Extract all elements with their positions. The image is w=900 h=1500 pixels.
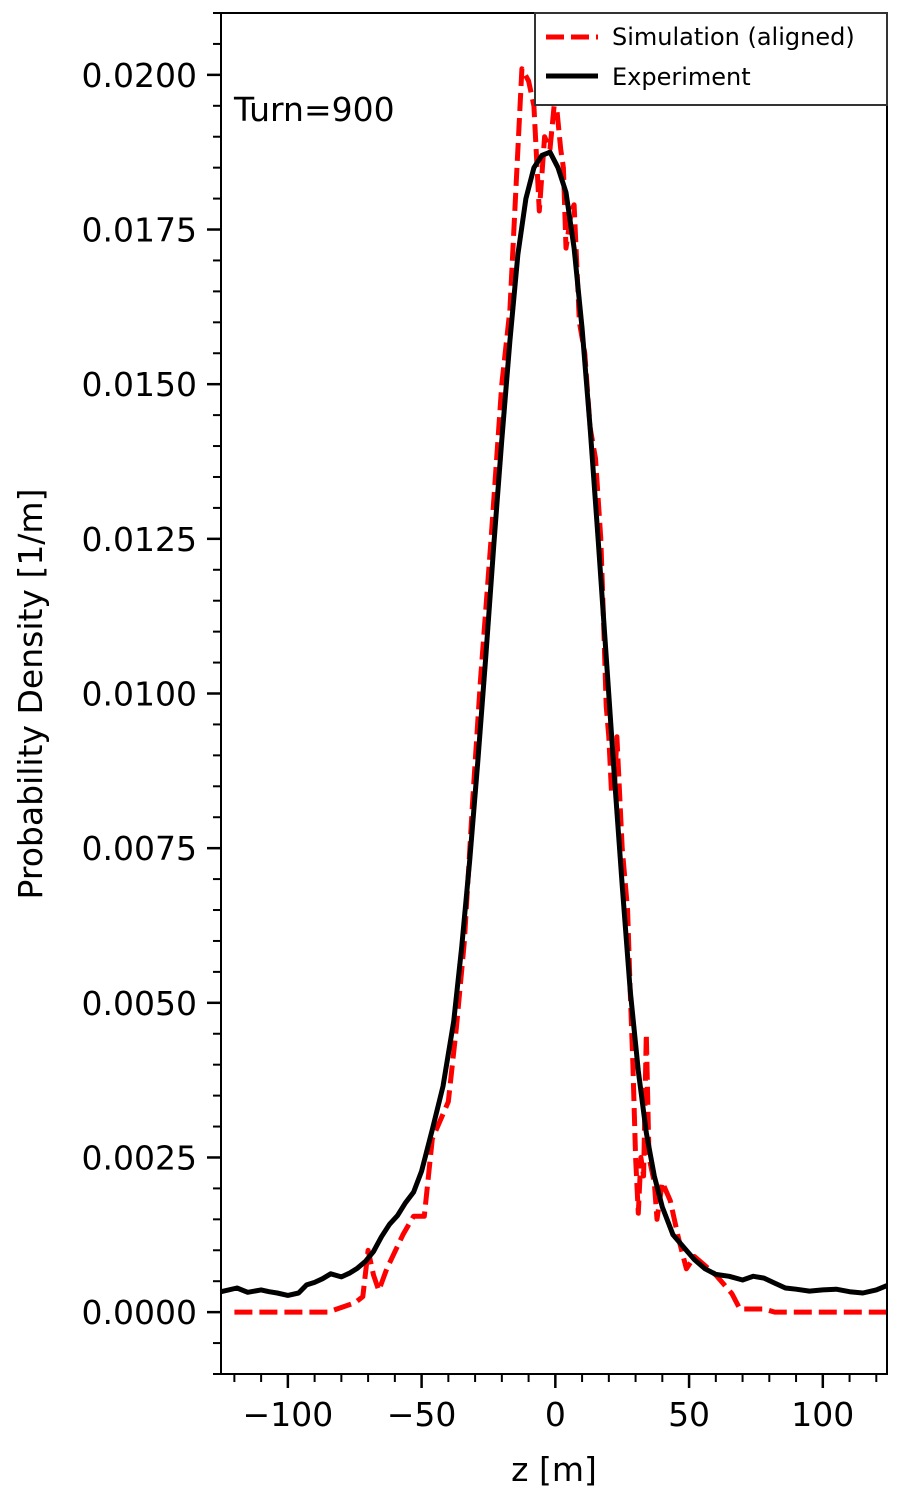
- y-tick-label: 0.0125: [82, 520, 197, 559]
- x-tick-label: −100: [243, 1395, 334, 1434]
- experiment-series-line: [221, 149, 887, 1298]
- x-tick-label: 50: [668, 1395, 710, 1434]
- y-tick-label: 0.0050: [82, 984, 197, 1023]
- legend-label-experiment: Experiment: [612, 63, 751, 91]
- plot-frame: [220, 12, 888, 1375]
- legend-box: [534, 12, 888, 106]
- legend: Simulation (aligned) Experiment: [534, 12, 888, 106]
- legend-label-simulation: Simulation (aligned): [612, 23, 855, 51]
- x-axis-title: z [m]: [511, 1450, 597, 1489]
- x-tick-label: −50: [387, 1395, 457, 1434]
- minor-ticks: [213, 12, 878, 1382]
- y-tick-label: 0.0100: [82, 675, 197, 714]
- x-tick-label: 100: [791, 1395, 854, 1434]
- y-tick-label: 0.0150: [82, 365, 197, 404]
- y-tick-label: 0.0075: [82, 829, 197, 868]
- series-layer: [221, 66, 887, 1315]
- y-axis-title: Probability Density [1/m]: [11, 489, 50, 900]
- major-ticks: −100 −50 0 50 100 0.0000 0.0025 0.0050 0.0075 0.0…: [82, 56, 855, 1434]
- x-tick-label: 0: [545, 1395, 566, 1434]
- y-tick-label: 0.0200: [82, 56, 197, 95]
- y-tick-label: 0.0175: [82, 211, 197, 250]
- simulation-series-line: [234, 66, 887, 1315]
- y-tick-label: 0.0000: [82, 1293, 197, 1332]
- turn-annotation: Turn=900: [233, 90, 395, 129]
- y-tick-label: 0.0025: [82, 1138, 197, 1177]
